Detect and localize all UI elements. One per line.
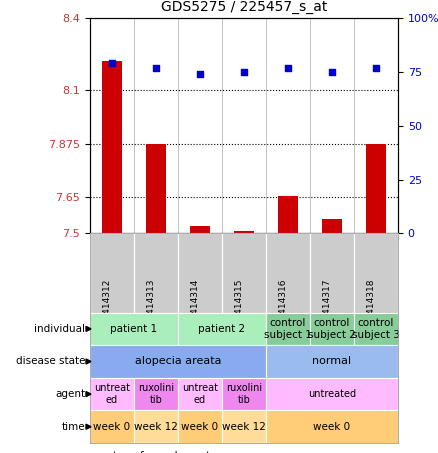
Bar	[222, 378, 266, 410]
Text: patient 2: patient 2	[198, 324, 246, 334]
Bar	[146, 144, 166, 233]
Text: GSM1414312: GSM1414312	[103, 279, 112, 339]
Point	[285, 64, 292, 71]
Text: GSM1414318: GSM1414318	[367, 278, 376, 339]
Text: GSM1414314: GSM1414314	[191, 279, 200, 339]
Text: week 12: week 12	[134, 422, 178, 432]
Text: untreat
ed: untreat ed	[182, 383, 218, 405]
Polygon shape	[86, 424, 91, 429]
Text: GSM1414315: GSM1414315	[235, 278, 244, 339]
Bar	[134, 410, 178, 443]
Bar	[234, 231, 254, 233]
Text: ruxolini
tib: ruxolini tib	[138, 383, 174, 405]
Text: GSM1414317: GSM1414317	[323, 278, 332, 339]
Polygon shape	[86, 359, 91, 364]
Text: agent: agent	[55, 389, 85, 399]
Text: ruxolini
tib: ruxolini tib	[226, 383, 262, 405]
Bar	[90, 313, 178, 345]
Bar	[354, 233, 398, 313]
Point	[197, 71, 204, 78]
Bar	[90, 410, 134, 443]
Bar	[102, 61, 122, 233]
Bar	[178, 378, 222, 410]
Point	[240, 68, 247, 76]
Bar	[366, 144, 386, 233]
Bar	[354, 313, 398, 345]
Polygon shape	[86, 391, 91, 397]
Text: transformed count: transformed count	[113, 451, 211, 453]
Bar	[222, 233, 266, 313]
Bar	[322, 219, 342, 233]
Text: week 0: week 0	[181, 422, 219, 432]
Text: time: time	[61, 422, 85, 432]
Text: disease state: disease state	[15, 357, 85, 366]
Bar	[266, 233, 310, 313]
Bar	[310, 233, 354, 313]
Point	[372, 64, 379, 71]
Title: GDS5275 / 225457_s_at: GDS5275 / 225457_s_at	[161, 0, 327, 14]
Point	[152, 64, 159, 71]
Bar	[266, 410, 398, 443]
Text: untreat
ed: untreat ed	[94, 383, 130, 405]
Polygon shape	[86, 326, 91, 332]
Bar	[90, 233, 134, 313]
Point	[109, 60, 116, 67]
Text: GSM1414313: GSM1414313	[147, 278, 156, 339]
Bar	[222, 410, 266, 443]
Text: week 0: week 0	[314, 422, 350, 432]
Bar	[178, 410, 222, 443]
Text: normal: normal	[312, 357, 352, 366]
Text: control
subject 1: control subject 1	[264, 318, 312, 340]
Bar	[266, 313, 310, 345]
Bar	[134, 233, 178, 313]
Text: GSM1414316: GSM1414316	[279, 278, 288, 339]
Bar	[90, 345, 266, 378]
Bar	[278, 196, 298, 233]
Bar	[266, 345, 398, 378]
Text: control
subject 2: control subject 2	[308, 318, 356, 340]
Text: control
subject 3: control subject 3	[352, 318, 400, 340]
Text: individual: individual	[34, 324, 85, 334]
Text: untreated: untreated	[308, 389, 356, 399]
Text: week 12: week 12	[222, 422, 266, 432]
Text: alopecia areata: alopecia areata	[135, 357, 221, 366]
Bar	[178, 313, 266, 345]
Bar	[134, 378, 178, 410]
Point	[328, 68, 336, 76]
Text: patient 1: patient 1	[110, 324, 158, 334]
Bar	[266, 378, 398, 410]
Bar	[90, 378, 134, 410]
Bar	[178, 233, 222, 313]
Text: week 0: week 0	[93, 422, 131, 432]
Bar	[310, 313, 354, 345]
Bar	[190, 226, 210, 233]
